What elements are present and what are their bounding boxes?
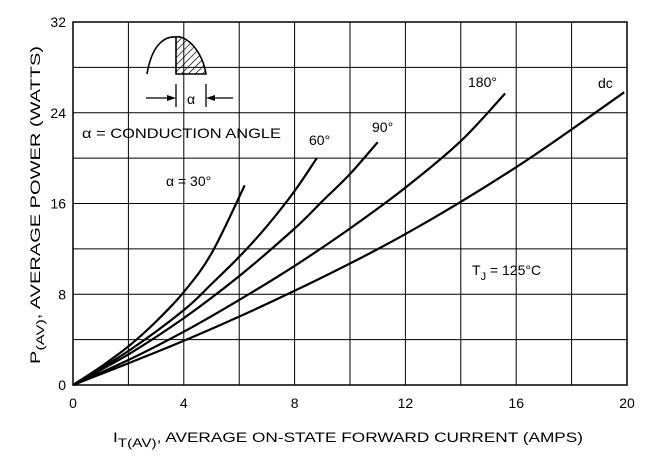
x-tick-label: 20: [619, 395, 635, 411]
x-tick-label: 16: [508, 395, 524, 411]
x-tick-labels: 0 4 8 12 16 20: [69, 395, 635, 411]
y-tick-label: 8: [58, 286, 66, 302]
y-axis-label: P(AV), AVERAGE POWER (WATTS): [28, 46, 47, 364]
series-label-30: α = 30°: [166, 173, 211, 189]
x-tick-label: 4: [180, 395, 188, 411]
x-axis-label: IT(AV), AVERAGE ON-STATE FORWARD CURRENT…: [113, 430, 583, 450]
series-curve-0: [72, 184, 246, 386]
series-curve-3: [72, 92, 506, 387]
series-curve-2: [72, 141, 379, 386]
angle-arrowhead-right: [206, 95, 215, 101]
series-label-180: 180°: [468, 74, 497, 90]
y-tick-label: 0: [58, 377, 66, 393]
hatched-conduction-region: [175, 36, 207, 75]
series-curve-4: [72, 91, 625, 387]
series-label-60: 60°: [309, 132, 330, 148]
x-tick-label: 0: [69, 395, 77, 411]
plot-frame: [72, 21, 628, 386]
junction-temperature-label: TJ = 125°C: [472, 262, 541, 283]
y-tick-label: 24: [50, 105, 66, 121]
angle-arrowhead-left: [167, 95, 176, 101]
alpha-symbol: α: [187, 91, 195, 107]
x-tick-label: 12: [398, 395, 414, 411]
series-curve-1: [72, 157, 318, 386]
x-tick-label: 8: [291, 395, 299, 411]
series-labels: α = 30° 60° 90° 180° dc: [166, 74, 613, 189]
y-tick-labels: 0 8 16 24 32: [50, 14, 66, 393]
plot-border: [72, 21, 628, 386]
y-tick-label: 16: [50, 196, 66, 212]
series-label-90: 90°: [372, 119, 393, 135]
grid: [73, 22, 627, 385]
series-label-dc: dc: [598, 75, 613, 91]
y-tick-label: 32: [50, 14, 66, 30]
sine-half-wave: [146, 36, 177, 75]
conduction-angle-diagram: α: [146, 36, 233, 107]
series-curves: [72, 91, 625, 387]
conduction-angle-label: α = CONDUCTION ANGLE: [82, 125, 281, 141]
